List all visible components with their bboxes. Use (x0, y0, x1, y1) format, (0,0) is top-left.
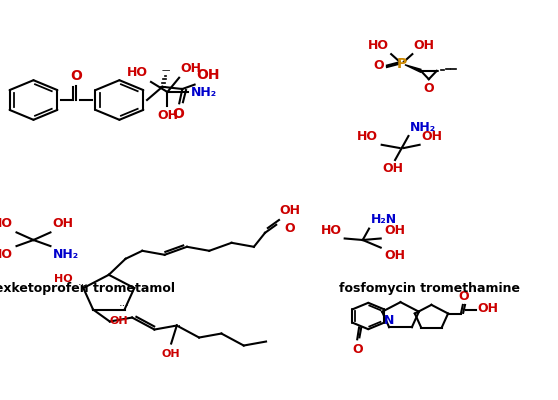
Text: —: — (161, 67, 170, 76)
Text: O: O (352, 343, 363, 356)
Text: HO: HO (0, 248, 13, 261)
Text: HO: HO (0, 217, 13, 230)
Text: NH₂: NH₂ (52, 248, 79, 261)
Text: H₂N: H₂N (371, 213, 397, 226)
Text: OH: OH (279, 204, 300, 217)
Text: O: O (459, 290, 469, 303)
Text: OH: OH (52, 217, 74, 230)
Text: OH: OH (180, 62, 201, 75)
Text: HO: HO (54, 274, 72, 284)
Text: HO: HO (127, 66, 147, 79)
Text: OH: OH (478, 302, 498, 315)
Text: OH: OH (384, 224, 405, 237)
Text: dexketoprofen trometamol: dexketoprofen trometamol (0, 282, 175, 295)
Text: OH: OH (384, 249, 405, 262)
Text: OH: OH (413, 39, 435, 52)
Text: ···: ··· (119, 302, 130, 312)
Text: OH: OH (382, 162, 403, 175)
Text: ···: ··· (172, 322, 181, 332)
Text: O: O (373, 59, 384, 72)
Text: O: O (285, 222, 295, 235)
Text: HO: HO (320, 224, 341, 237)
Text: P: P (397, 57, 407, 71)
Text: ···: ··· (78, 280, 89, 290)
Text: O: O (172, 106, 184, 120)
Text: fosfomycin tromethamine: fosfomycin tromethamine (339, 282, 520, 295)
Text: NH₂: NH₂ (191, 86, 217, 98)
Text: HO: HO (368, 39, 389, 52)
Text: NH₂: NH₂ (410, 120, 436, 134)
Polygon shape (405, 65, 421, 72)
Text: OH: OH (162, 349, 180, 359)
Text: HO: HO (357, 130, 378, 143)
Text: N: N (384, 314, 395, 327)
Text: O: O (424, 82, 434, 95)
Text: OH: OH (422, 130, 443, 143)
Text: OH: OH (110, 316, 128, 326)
Text: OH: OH (157, 109, 178, 122)
Text: O: O (70, 70, 83, 84)
Text: OH: OH (196, 68, 220, 82)
